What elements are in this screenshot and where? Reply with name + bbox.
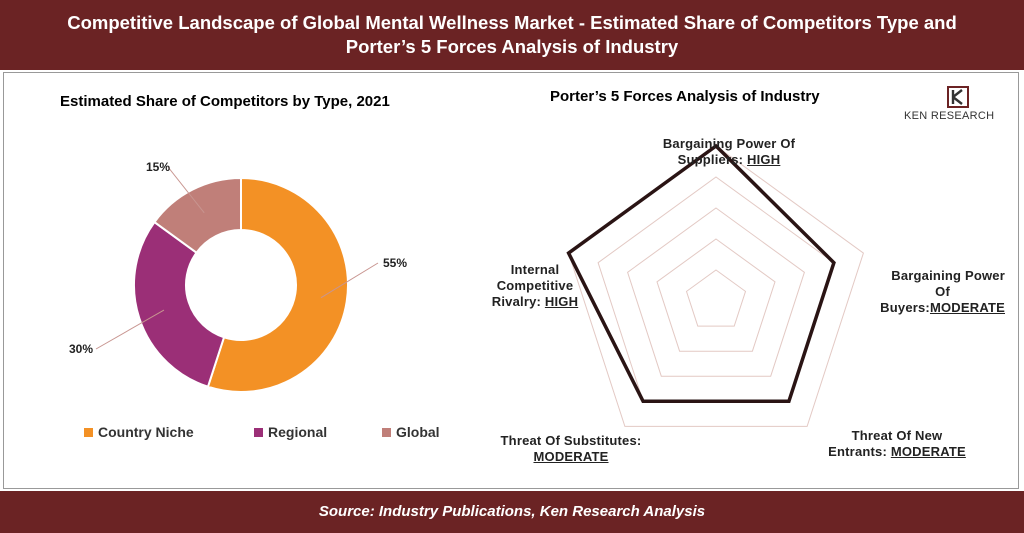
donut-leader-line-regional bbox=[95, 309, 165, 350]
radar-label-entrants-line-2: Entrants: bbox=[828, 444, 891, 459]
radar-chart-title: Porter’s 5 Forces Analysis of Industry bbox=[550, 88, 820, 105]
radar-label-entrants: Threat Of New Entrants: MODERATE bbox=[812, 428, 982, 460]
radar-label-buyers-level: MODERATE bbox=[929, 300, 1005, 315]
donut-leader-line-country-niche bbox=[320, 262, 379, 299]
radar-grid-ring-5 bbox=[568, 145, 864, 427]
legend-swatch-global bbox=[382, 427, 391, 437]
donut-slice-country-niche bbox=[206, 176, 349, 393]
radar-grid-ring-3 bbox=[627, 207, 805, 377]
header-title-line-2: Porter’s 5 Forces Analysis of Industry bbox=[345, 36, 679, 57]
radar-label-entrants-level: MODERATE bbox=[890, 444, 966, 459]
legend-label-regional: Regional bbox=[268, 424, 328, 440]
radar-label-suppliers: Bargaining Power Of Suppliers: HIGH bbox=[629, 136, 829, 168]
legend-item-regional: Regional bbox=[254, 424, 327, 440]
radar-label-rivalry-line-3: Rivalry: bbox=[491, 294, 545, 309]
radar-label-buyers-line-1: Bargaining Power bbox=[891, 268, 1005, 283]
radar-label-buyers-line-2: Of bbox=[935, 284, 950, 299]
radar-label-buyers: Bargaining Power Of Buyers:MODERATE bbox=[845, 268, 1005, 316]
header-title-line-1: Competitive Landscape of Global Mental W… bbox=[67, 12, 957, 33]
radar-label-suppliers-level: HIGH bbox=[747, 152, 781, 167]
radar-grid-ring-2 bbox=[656, 238, 776, 352]
radar-label-entrants-line-1: Threat Of New bbox=[851, 428, 943, 443]
legend-item-global: Global bbox=[382, 424, 440, 440]
donut-slice-regional bbox=[133, 220, 226, 389]
radar-series-line bbox=[566, 143, 836, 404]
radar-grid-ring-1 bbox=[685, 269, 747, 327]
logo-text: KEN RESEARCH bbox=[904, 110, 995, 122]
donut-leader-line-global bbox=[167, 166, 205, 214]
donut-label-regional: 30% bbox=[69, 342, 94, 356]
radar-label-suppliers-line-2: Suppliers: bbox=[677, 152, 748, 167]
donut-label-global: 15% bbox=[146, 160, 171, 174]
page-footer: Source: Industry Publications, Ken Resea… bbox=[0, 491, 1024, 533]
radar-label-substitutes: Threat Of Substitutes: MODERATE bbox=[476, 433, 666, 465]
legend-swatch-regional bbox=[254, 427, 263, 437]
radar-label-rivalry: Internal Competitive Rivalry: HIGH bbox=[470, 262, 600, 310]
ken-research-k-icon bbox=[947, 86, 969, 108]
legend-item-country-niche: Country Niche bbox=[84, 424, 194, 440]
radar-label-buyers-line-3: Buyers: bbox=[880, 300, 930, 315]
donut-label-country-niche: 55% bbox=[383, 256, 408, 270]
radar-label-substitutes-level: MODERATE bbox=[533, 449, 609, 464]
donut-chart-title: Estimated Share of Competitors by Type, … bbox=[60, 93, 390, 110]
radar-label-suppliers-line-1: Bargaining Power Of bbox=[662, 136, 796, 151]
radar-label-rivalry-line-2: Competitive bbox=[496, 278, 574, 293]
legend-swatch-country-niche bbox=[84, 427, 93, 437]
donut-slice-global bbox=[153, 176, 242, 255]
radar-label-substitutes-line-1: Threat Of Substitutes: bbox=[500, 433, 642, 448]
radar-label-rivalry-level: HIGH bbox=[544, 294, 579, 309]
ken-research-logo: KEN RESEARCH bbox=[904, 86, 1016, 126]
page-header: Competitive Landscape of Global Mental W… bbox=[0, 0, 1024, 70]
legend-label-global: Global bbox=[396, 424, 440, 440]
footer-source-text: Source: Industry Publications, Ken Resea… bbox=[318, 503, 706, 520]
legend-label-country-niche: Country Niche bbox=[98, 424, 194, 440]
radar-label-rivalry-line-1: Internal bbox=[510, 262, 560, 277]
